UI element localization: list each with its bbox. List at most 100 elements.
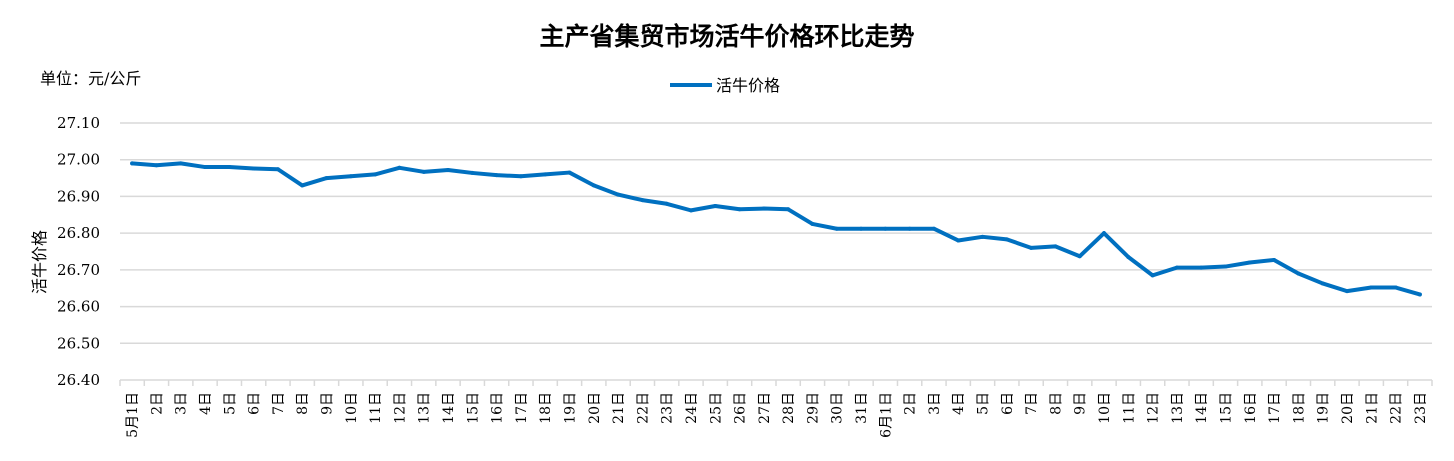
x-tick-label: 17日 (1267, 392, 1283, 424)
x-tick-label: 22日 (635, 392, 651, 424)
data-point (980, 234, 985, 239)
data-point (1199, 265, 1204, 270)
x-tick-label: 21日 (611, 392, 627, 424)
data-point (640, 198, 645, 203)
data-point (1369, 285, 1374, 290)
data-point (786, 207, 791, 212)
data-point (227, 165, 232, 170)
data-point (275, 167, 280, 172)
x-tick-label: 27日 (757, 392, 773, 424)
y-tick-label: 27.00 (57, 151, 100, 169)
data-point (1393, 285, 1398, 290)
x-tick-label: 19日 (1316, 392, 1332, 424)
data-point (616, 192, 621, 197)
data-point (154, 163, 159, 168)
data-point (324, 176, 329, 181)
x-tick-label: 18日 (1291, 392, 1307, 424)
x-tick-label: 31日 (854, 392, 870, 424)
data-point (1053, 244, 1058, 249)
data-point (1320, 281, 1325, 286)
y-tick-label: 27.10 (57, 114, 100, 132)
x-tick-label: 3日 (174, 392, 190, 415)
x-tick-label: 9日 (1073, 392, 1089, 415)
data-point (1223, 264, 1228, 269)
x-tick-label: 7日 (271, 392, 287, 415)
y-tick-label: 26.40 (57, 371, 100, 389)
x-tick-label: 15日 (465, 392, 481, 424)
data-point (421, 169, 426, 174)
data-point (1417, 292, 1422, 297)
data-point (956, 238, 961, 243)
x-tick-label: 8日 (1048, 392, 1064, 415)
y-axis-title: 活牛价格 (30, 230, 49, 294)
data-point (397, 165, 402, 170)
data-point (518, 174, 523, 179)
x-tick-label: 10日 (344, 392, 360, 424)
x-tick-label: 4日 (198, 392, 214, 415)
x-tick-label: 7日 (1024, 392, 1040, 415)
x-tick-label: 23日 (660, 392, 676, 424)
data-point (543, 172, 548, 177)
x-tick-label: 11日 (368, 392, 384, 424)
data-point (883, 226, 888, 231)
x-tick-label: 10日 (1097, 392, 1113, 424)
x-tick-label: 26日 (733, 392, 749, 424)
series-line-live-cattle-price (130, 161, 1422, 297)
data-point (664, 201, 669, 206)
x-tick-label: 9日 (320, 392, 336, 415)
x-tick-label: 22日 (1389, 392, 1405, 424)
x-tick-label: 6月1日 (878, 392, 894, 438)
x-tick-label: 5日 (976, 392, 992, 415)
data-point (446, 167, 450, 172)
x-tick-label: 23日 (1413, 392, 1429, 424)
x-tick-label: 2日 (149, 392, 165, 415)
data-point (1102, 231, 1106, 236)
x-tick-label: 5日 (222, 392, 238, 415)
x-tick-label: 24日 (684, 392, 700, 424)
x-tick-label: 14日 (1194, 392, 1210, 424)
chart-title: 主产省集贸市场活牛价格环比走势 (539, 22, 914, 51)
data-point (1296, 271, 1301, 276)
data-point (1029, 245, 1034, 250)
x-tick-label: 12日 (1146, 392, 1162, 424)
data-point (761, 206, 766, 211)
data-point (859, 226, 864, 231)
y-tick-label: 26.60 (57, 298, 100, 316)
data-point (567, 170, 572, 175)
data-point (834, 226, 839, 231)
y-tick-label: 26.80 (57, 224, 100, 242)
data-point (494, 173, 499, 178)
x-tick-label: 29日 (805, 392, 821, 424)
data-point (348, 174, 353, 179)
y-tick-label: 26.70 (57, 261, 100, 279)
x-tick-label: 16日 (1243, 392, 1259, 424)
data-point (1247, 260, 1252, 265)
x-tick-label: 4日 (951, 392, 967, 415)
x-tick-label: 30日 (830, 392, 846, 424)
data-point (470, 170, 475, 175)
data-point (373, 172, 378, 177)
data-point (737, 207, 742, 212)
y-tick-label: 26.90 (57, 187, 100, 205)
unit-label: 单位：元/公斤 (40, 69, 141, 88)
x-tick-label: 5月1日 (125, 392, 141, 438)
x-tick-label: 18日 (538, 392, 554, 424)
x-tick-label: 8日 (295, 392, 311, 415)
x-tick-label: 17日 (514, 392, 530, 424)
data-point (810, 221, 815, 226)
data-point (907, 226, 912, 231)
x-tick-label: 14日 (441, 392, 457, 424)
legend-label: 活牛价格 (716, 76, 780, 95)
x-tick-label: 12日 (392, 392, 408, 424)
x-tick-label: 2日 (903, 392, 919, 415)
x-tick-label: 19日 (562, 392, 578, 424)
x-tick-label: 11日 (1121, 392, 1137, 424)
data-point (591, 183, 596, 188)
x-tick-label: 3日 (927, 392, 943, 415)
data-point (130, 161, 135, 166)
data-point (688, 208, 693, 213)
x-tick-label: 20日 (1340, 392, 1356, 424)
data-point (931, 226, 936, 231)
x-tick-label: 6日 (1000, 392, 1016, 415)
